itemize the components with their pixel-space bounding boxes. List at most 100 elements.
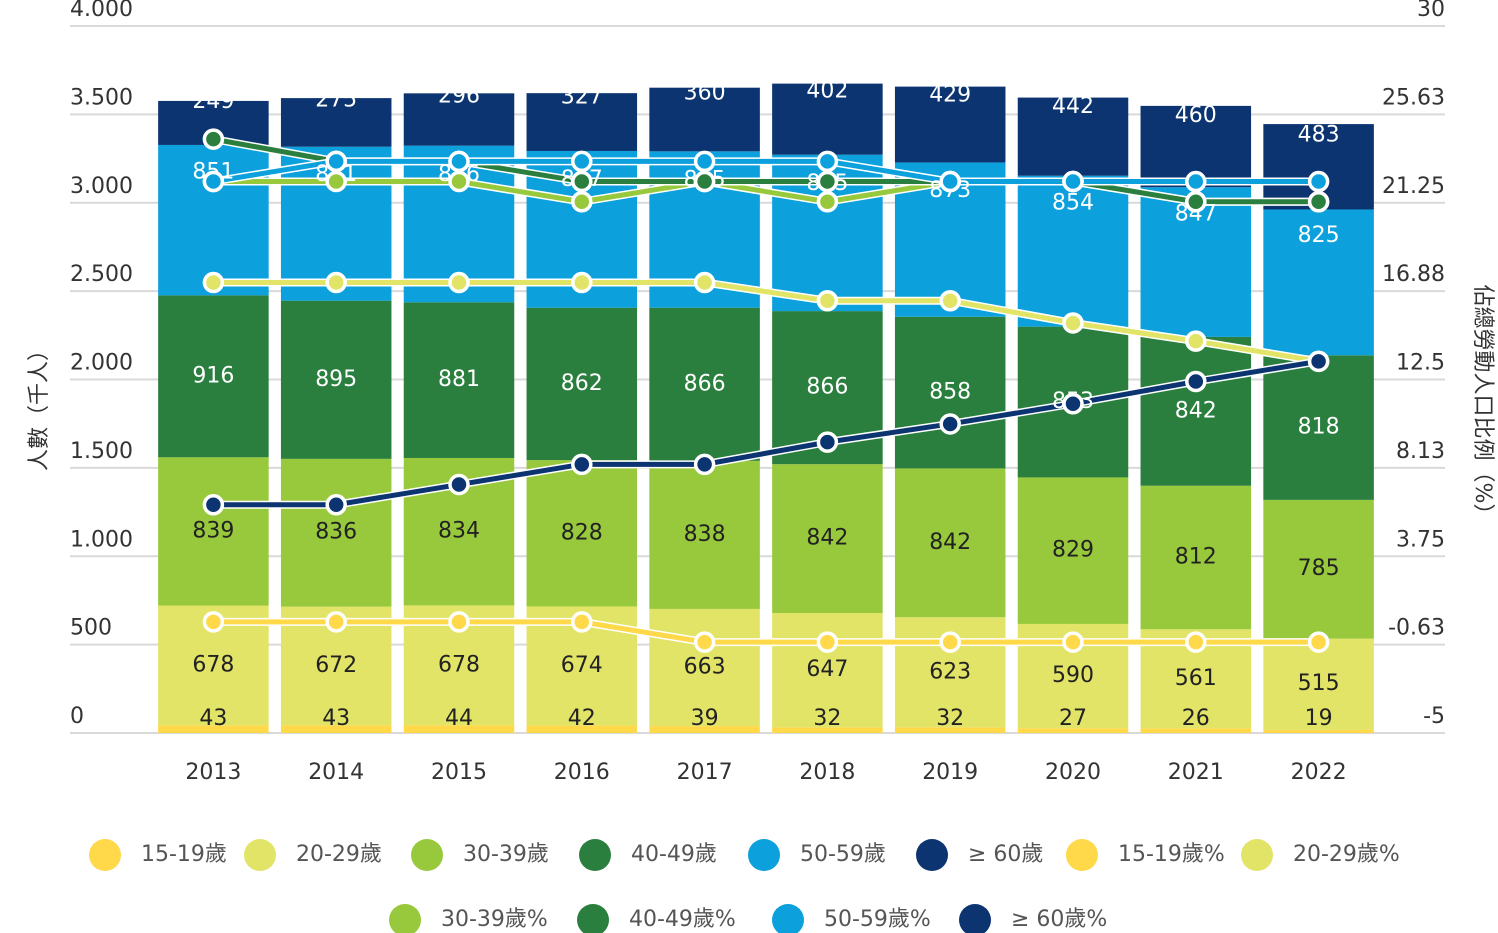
line-marker <box>448 473 470 496</box>
bar-segment <box>158 295 269 458</box>
line-marker <box>816 190 839 213</box>
bar-segment <box>649 87 760 152</box>
data-label: 785 <box>1298 556 1340 581</box>
data-label: 834 <box>438 519 480 544</box>
bar-segment <box>649 307 760 461</box>
bar-segment <box>526 93 638 151</box>
data-label: 429 <box>929 83 971 108</box>
data-label: 862 <box>561 371 603 396</box>
legend-swatch <box>748 839 780 871</box>
bar-segment <box>772 727 883 733</box>
data-label: 402 <box>806 78 848 103</box>
data-label: 647 <box>806 657 848 682</box>
bar-segment <box>1017 477 1129 624</box>
line-marker <box>325 493 347 516</box>
legend-swatch <box>389 904 421 933</box>
bar-segment <box>894 468 1006 618</box>
bar-segment <box>1263 355 1374 500</box>
y-tick-label: 2.500 <box>70 262 133 287</box>
y2-tick-label: -5 <box>1423 704 1445 729</box>
line-marker <box>816 150 839 173</box>
line-marker <box>202 170 225 193</box>
legend-label: 20-29歲% <box>1293 842 1400 867</box>
bar-segment <box>1263 729 1374 733</box>
bar-segment <box>403 93 515 146</box>
line-marker <box>693 271 716 294</box>
legend-label: 30-39歲% <box>441 907 548 932</box>
line-marker <box>571 453 593 476</box>
bar-segment <box>1140 728 1252 733</box>
data-label: 32 <box>936 706 964 731</box>
legend-swatch <box>579 839 611 871</box>
legend-swatch <box>1241 839 1273 871</box>
data-label: 663 <box>684 655 726 680</box>
bar-segment <box>1140 336 1252 486</box>
data-label: 249 <box>192 89 234 114</box>
line <box>213 619 1319 645</box>
y2-tick-label: 30 <box>1417 0 1445 22</box>
legend-swatch <box>959 904 991 933</box>
bar-segment <box>526 725 638 733</box>
line-marker <box>1185 330 1207 352</box>
y-tick-label: 3.500 <box>70 85 133 110</box>
y-tick-label: 1.000 <box>70 527 133 552</box>
x-tick-label: 2019 <box>922 760 978 785</box>
legend-label: 40-49歲 <box>631 842 717 867</box>
legend-label: 20-29歲 <box>296 842 382 867</box>
data-label: 842 <box>1175 398 1217 423</box>
data-label: 296 <box>438 83 480 108</box>
x-tick-label: 2021 <box>1168 760 1224 785</box>
bar-segment <box>526 307 638 461</box>
x-tick-label: 2018 <box>799 760 855 785</box>
bar-segment <box>158 457 269 606</box>
line-marker <box>939 413 961 435</box>
x-tick-label: 2014 <box>308 760 364 785</box>
data-label: 839 <box>192 518 234 543</box>
data-label: 44 <box>445 706 473 731</box>
data-label: 812 <box>1175 544 1217 569</box>
line-marker <box>1185 370 1207 393</box>
line-marker <box>693 631 716 653</box>
data-label: 842 <box>929 530 971 555</box>
bar-segment <box>158 725 269 733</box>
line-marker <box>693 170 716 193</box>
y2-tick-label: 16.88 <box>1382 262 1445 287</box>
y-tick-label: 500 <box>70 616 112 641</box>
line-marker <box>1062 170 1084 193</box>
data-label: 26 <box>1182 706 1210 731</box>
data-label: 672 <box>315 653 357 678</box>
data-label: 678 <box>192 652 234 677</box>
line-marker <box>448 150 470 173</box>
data-label: 360 <box>684 81 726 106</box>
y-tick-label: 3.000 <box>70 174 133 199</box>
legend-label: ≥ 60歲% <box>1011 907 1107 932</box>
line <box>213 358 1320 508</box>
line-marker <box>1185 170 1207 193</box>
line-marker <box>1062 392 1084 415</box>
data-label: 43 <box>322 706 350 731</box>
line-marker <box>571 611 593 633</box>
bar-segment <box>280 300 392 459</box>
data-label: 828 <box>561 520 603 545</box>
line-marker <box>1185 190 1207 213</box>
line-marker <box>939 170 961 193</box>
legend-swatch <box>1066 839 1098 871</box>
line-marker <box>571 150 593 173</box>
bar-segment <box>649 608 760 727</box>
y-axis-label: 人數（千人） <box>27 339 52 471</box>
data-label: 825 <box>1298 223 1340 248</box>
line-marker <box>1307 170 1330 193</box>
legend-swatch <box>772 904 804 933</box>
line-marker <box>571 190 593 213</box>
line-marker <box>939 631 961 653</box>
data-label: 818 <box>1298 415 1340 440</box>
line-marker <box>1307 350 1330 373</box>
line <box>212 158 1319 185</box>
data-label: 327 <box>561 85 603 110</box>
legend-swatch <box>89 839 121 871</box>
line-marker <box>939 289 961 312</box>
data-label: 460 <box>1175 103 1217 128</box>
line-marker <box>816 631 839 653</box>
data-label: 881 <box>438 367 480 392</box>
data-label: 842 <box>806 526 848 551</box>
